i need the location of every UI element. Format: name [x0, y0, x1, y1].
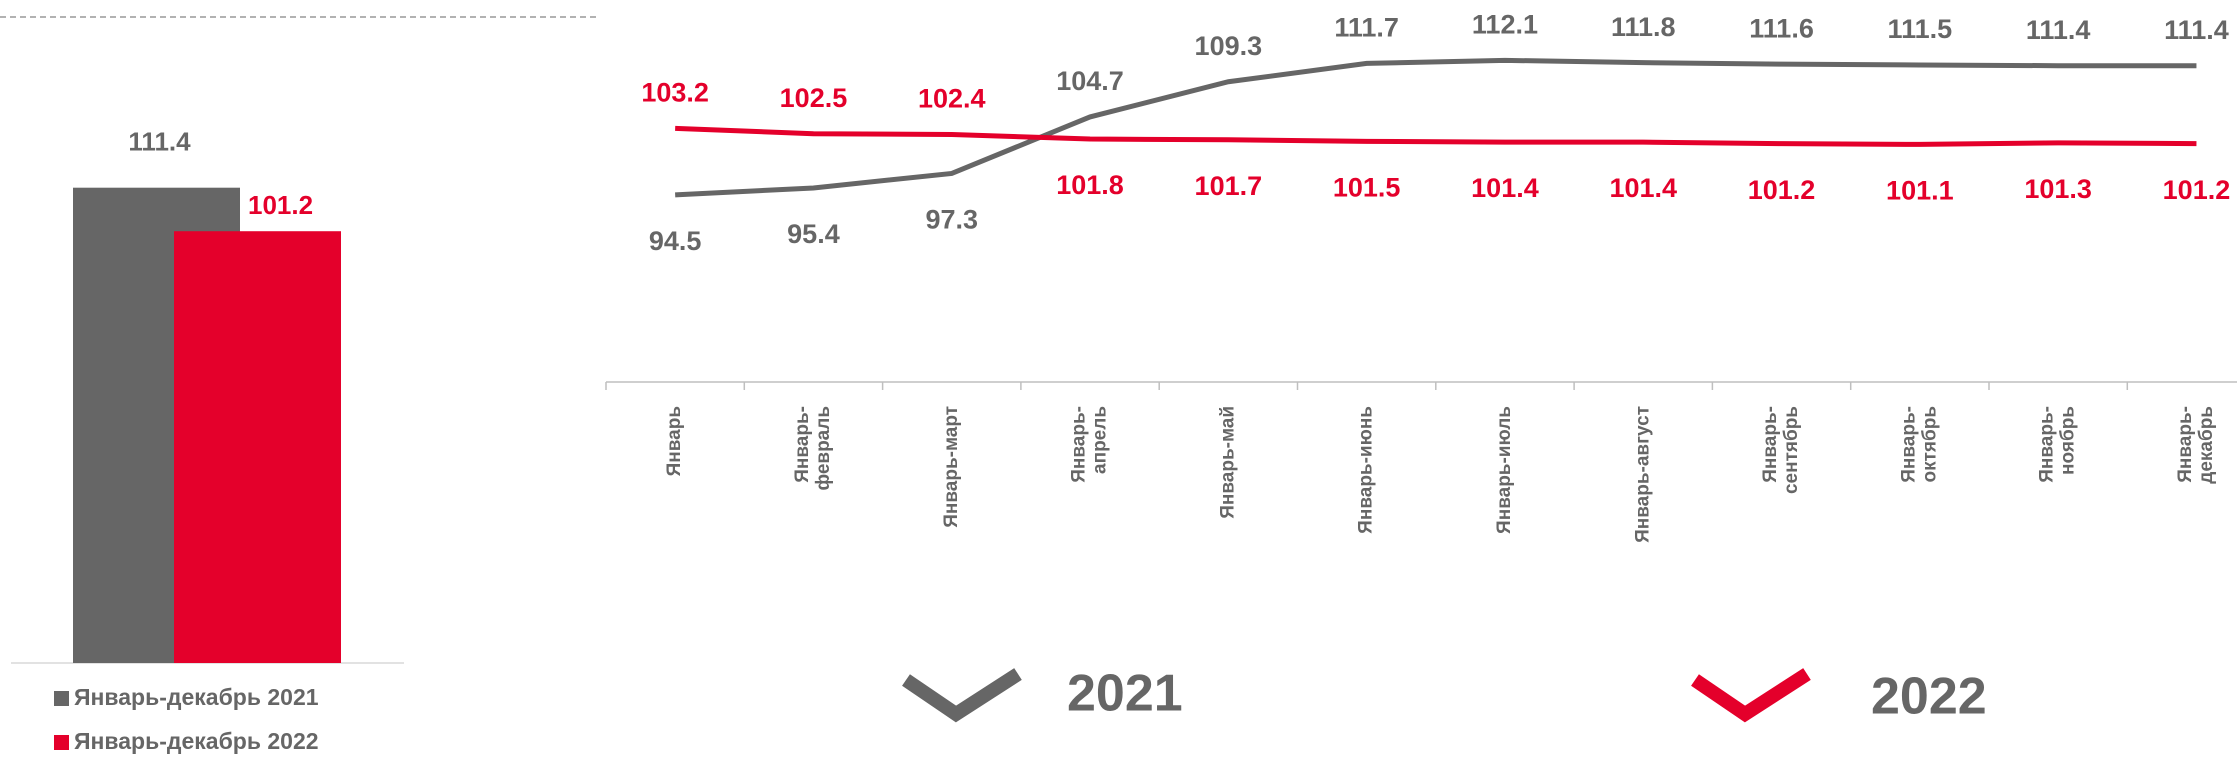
value-label: 101.2	[2163, 175, 2231, 205]
value-label: 101.2	[248, 190, 313, 220]
value-label: 101.8	[1056, 170, 1124, 200]
legend-swatch	[54, 691, 69, 706]
value-label: 111.4	[2026, 15, 2091, 45]
value-label: 111.4	[2164, 15, 2229, 45]
legend-icon	[1691, 668, 1811, 723]
value-label: 95.4	[787, 219, 840, 249]
value-label: 101.5	[1333, 172, 1401, 202]
value-label: 112.1	[1472, 9, 1538, 39]
value-label: 104.7	[1056, 66, 1124, 96]
value-label: 109.3	[1195, 31, 1263, 61]
x-tick-label: Январь-февраль	[792, 406, 834, 491]
value-label: 103.2	[641, 77, 709, 107]
value-label: 101.3	[2024, 174, 2092, 204]
x-tick-label: Январь-июль	[1494, 406, 1515, 534]
value-label: 102.5	[780, 83, 848, 113]
value-label: 111.8	[1611, 12, 1676, 42]
value-label: 101.7	[1195, 171, 1263, 201]
value-label: 111.4	[128, 127, 191, 157]
x-tick-label: Январь-апрель	[1069, 406, 1111, 483]
legend-label: Январь-декабрь 2021	[74, 684, 319, 710]
value-label: 101.2	[1748, 175, 1816, 205]
series-line	[675, 125, 2197, 147]
value-label: 97.3	[925, 205, 978, 235]
legend-label: 2021	[1067, 665, 1183, 723]
legend-label: 2022	[1871, 668, 1987, 726]
value-label: 111.5	[1888, 14, 1953, 44]
value-label: 101.4	[1609, 173, 1677, 203]
x-tick-label: Январь-сентябрь	[1760, 406, 1802, 494]
x-tick-label: Январь-октябрь	[1898, 406, 1940, 483]
legend-icon	[902, 668, 1022, 723]
value-label: 101.4	[1471, 173, 1539, 203]
series-line	[675, 57, 2197, 198]
legend-label: Январь-декабрь 2022	[74, 728, 319, 754]
value-label: 111.6	[1749, 13, 1814, 43]
value-label: 101.1	[1886, 176, 1954, 206]
x-tick-label: Январь-ноябрь	[2037, 406, 2079, 483]
x-tick-label: Январь-май	[1217, 406, 1238, 519]
x-tick-label: Январь	[664, 406, 685, 476]
x-tick-label: Январь-июнь	[1356, 406, 1377, 534]
bar	[174, 231, 341, 664]
legend-swatch	[54, 735, 69, 750]
x-tick-label: Январь-декабрь	[2175, 406, 2217, 484]
value-label: 102.4	[918, 84, 986, 114]
x-tick-label: Январь-август	[1632, 406, 1653, 543]
x-tick-label: Январь-март	[941, 406, 962, 528]
value-label: 111.7	[1334, 13, 1399, 43]
value-label: 94.5	[649, 226, 702, 256]
